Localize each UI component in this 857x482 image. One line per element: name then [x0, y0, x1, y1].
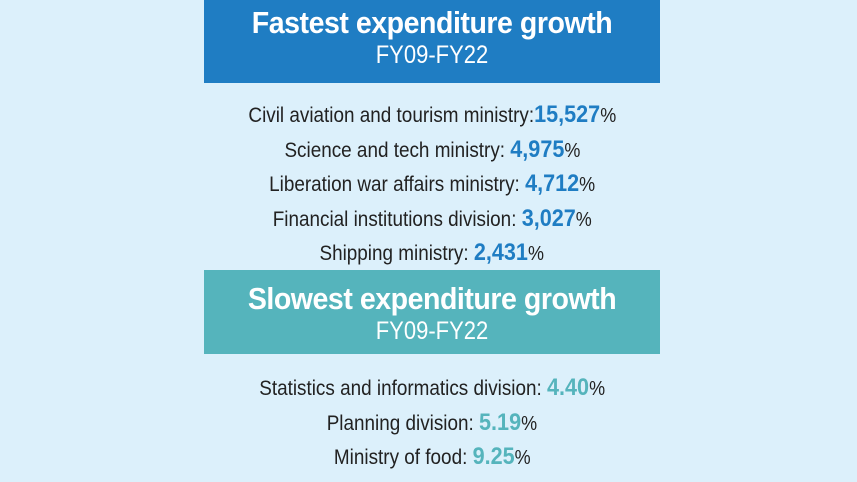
list-item: Liberation war affairs ministry: 4,712% [200, 167, 664, 202]
percent-unit: % [578, 174, 596, 196]
list-item: Statistics and informatics division: 4.4… [200, 371, 664, 406]
growth-value: 4,975 [509, 135, 564, 163]
growth-value: 3,027 [521, 204, 576, 232]
growth-value: 9.25 [472, 443, 515, 470]
slowest-growth-title: Slowest expenditure growth [247, 281, 617, 316]
ministry-label: Civil aviation and tourism ministry: [248, 104, 534, 127]
fastest-growth-period: FY09-FY22 [375, 41, 489, 69]
percent-unit: % [528, 243, 545, 265]
ministry-label: Liberation war affairs ministry: [268, 173, 525, 196]
list-item: Ministry of food: 9.25% [200, 440, 664, 475]
list-item: Financial institutions division: 3,027% [200, 202, 664, 237]
ministry-label: Ministry of food: [333, 446, 473, 469]
division-label: Statistics and informatics division: [259, 377, 547, 400]
list-item: Civil aviation and tourism ministry:15,5… [200, 98, 664, 133]
growth-value: 4.40 [546, 374, 589, 401]
fastest-growth-banner: Fastest expenditure growth FY09-FY22 [204, 0, 660, 83]
fastest-growth-title: Fastest expenditure growth [251, 5, 613, 40]
ministry-label: Financial institutions division: [272, 207, 522, 231]
ministry-label: Science and tech ministry: [284, 138, 510, 162]
growth-value: 5.19 [479, 408, 522, 436]
slowest-growth-banner: Slowest expenditure growth FY09-FY22 [204, 270, 660, 354]
percent-unit: % [575, 208, 592, 231]
growth-value: 15,527 [533, 101, 600, 128]
growth-value: 2,431 [474, 239, 529, 266]
growth-value: 4,712 [524, 170, 579, 197]
percent-unit: % [521, 412, 538, 435]
division-label: Planning division: [326, 411, 480, 435]
fastest-growth-list: Civil aviation and tourism ministry:15,5… [200, 98, 664, 271]
slowest-growth-list: Statistics and informatics division: 4.4… [200, 371, 664, 475]
percent-unit: % [563, 139, 580, 162]
percent-unit: % [514, 447, 531, 469]
list-item: Planning division: 5.19% [200, 406, 664, 441]
list-item: Shipping ministry: 2,431% [200, 236, 664, 271]
percent-unit: % [588, 378, 605, 400]
percent-unit: % [599, 105, 616, 127]
slowest-growth-period: FY09-FY22 [375, 317, 489, 345]
ministry-label: Shipping ministry: [319, 242, 475, 265]
list-item: Science and tech ministry: 4,975% [200, 133, 664, 168]
